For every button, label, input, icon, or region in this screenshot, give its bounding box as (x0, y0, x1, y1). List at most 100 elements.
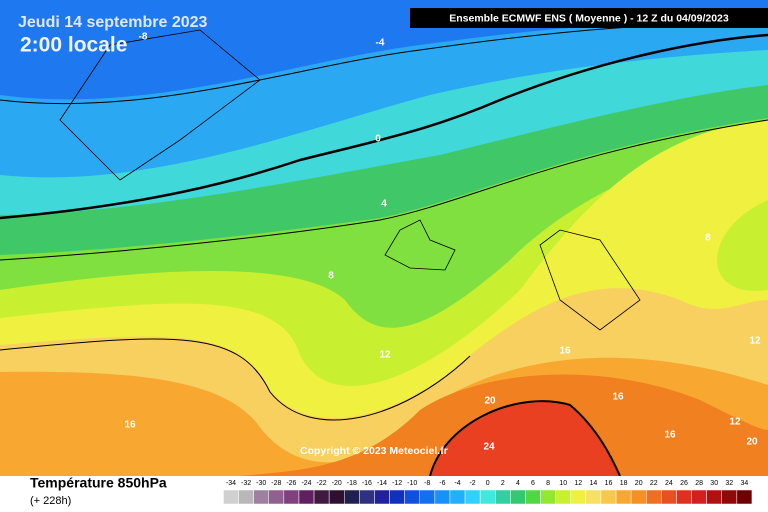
legend-label: -8 (424, 480, 430, 487)
legend-label: -4 (454, 480, 460, 487)
contour-label: -4 (376, 38, 385, 49)
contour-label: 12 (729, 417, 741, 428)
legend-swatch (313, 489, 330, 505)
legend-label: -32 (241, 480, 251, 487)
legend-label: -6 (439, 480, 445, 487)
legend-swatch (328, 489, 345, 505)
legend-label: 2 (501, 480, 505, 487)
contour-label: 4 (381, 199, 387, 210)
legend-swatch (510, 489, 526, 505)
legend-swatch (661, 489, 677, 505)
legend-swatch (525, 489, 541, 505)
color-legend: -34 -32 -30 -28 -26 -24 -22 -20 -18 -16 -14 -12 -10-… (223, 480, 753, 505)
legend-swatch (419, 489, 436, 505)
legend-label: -20 (332, 480, 342, 487)
contour-line (0, 33, 768, 220)
legend-label: -14 (377, 480, 387, 487)
date: Jeudi 14 septembre 2023 (18, 14, 208, 31)
legend-swatch (630, 489, 647, 505)
legend-swatch (389, 489, 405, 505)
legend-label: 18 (620, 480, 628, 487)
legend-swatch (495, 489, 511, 505)
legend-label: 8 (546, 480, 550, 487)
copyright: Copyright © 2023 Meteociel.fr (300, 445, 448, 457)
legend-swatch (706, 489, 723, 505)
legend-swatch (253, 489, 269, 505)
legend-swatch (555, 489, 572, 505)
legend-swatch (434, 489, 451, 505)
legend-label: -26 (286, 480, 296, 487)
contour-label: 12 (379, 350, 391, 361)
legend-swatch (691, 489, 707, 505)
legend-swatch (298, 489, 315, 505)
coastline (59, 29, 641, 331)
legend-swatch (676, 489, 692, 505)
legend-label: -2 (469, 480, 475, 487)
legend-label: 4 (516, 480, 520, 487)
legend-label: -12 (392, 480, 402, 487)
contour-label: 20 (746, 437, 758, 448)
legend-label: 26 (680, 480, 688, 487)
legend-swatch (615, 489, 632, 505)
lead-time: (+ 228h) (30, 495, 71, 507)
legend-label: -22 (317, 480, 327, 487)
legend-swatch (449, 489, 466, 505)
legend-swatch (646, 489, 662, 505)
contour-line (429, 400, 621, 477)
legend-swatch (736, 489, 753, 505)
contour-label: 16 (559, 346, 571, 357)
legend-label: -30 (256, 480, 266, 487)
legend-swatch (540, 489, 556, 505)
legend-label: 22 (650, 480, 658, 487)
legend-swatch (223, 489, 239, 505)
legend-swatch (404, 489, 420, 505)
contour-label: 24 (483, 442, 495, 453)
legend-label: 20 (635, 480, 643, 487)
legend-swatch (374, 489, 390, 505)
legend-label: -18 (347, 480, 357, 487)
contour-label: 0 (375, 134, 381, 145)
legend-swatch (238, 489, 254, 505)
contour-line (0, 119, 768, 261)
contour-label: 20 (484, 396, 496, 407)
legend-swatch (570, 489, 587, 505)
contour-label: 8 (705, 233, 711, 244)
legend-swatch (585, 489, 602, 505)
legend-label: -34 (226, 480, 236, 487)
legend-label: -28 (271, 480, 281, 487)
time: 2:00 locale (20, 34, 127, 57)
contour-label: -8 (139, 32, 148, 43)
contour-label: 16 (664, 430, 676, 441)
legend-swatch (600, 489, 617, 505)
contour-line (0, 338, 471, 421)
legend-label: 24 (665, 480, 673, 487)
legend-label: 28 (695, 480, 703, 487)
legend-label: 10 (559, 480, 567, 487)
legend-label: -10 (407, 480, 417, 487)
legend-swatch (464, 489, 481, 505)
legend-label: 32 (725, 480, 733, 487)
contour-label: 8 (328, 271, 334, 282)
legend-label: 14 (590, 480, 598, 487)
contour-labels: -8 -4 0 4 8 8 12 12 16 16 16 16 20 24 20 12 (124, 32, 761, 453)
legend-swatch (359, 489, 375, 505)
legend-swatch (344, 489, 360, 505)
legend-label: -16 (362, 480, 372, 487)
legend-swatch (268, 489, 285, 505)
legend-swatch (479, 489, 496, 505)
legend-label: 0 (486, 480, 490, 487)
model-info: Ensemble ECMWF ENS ( Moyenne ) - 12 Z du… (449, 12, 729, 24)
field-title: Température 850hPa (30, 475, 167, 491)
contour-label: 16 (612, 392, 624, 403)
legend-label: 12 (574, 480, 582, 487)
legend-label: 6 (531, 480, 535, 487)
legend-label: 34 (741, 480, 749, 487)
legend-swatch (283, 489, 300, 505)
legend-swatch (721, 489, 738, 505)
legend-label: -24 (301, 480, 311, 487)
map (0, 0, 768, 477)
contour-label: 16 (124, 420, 136, 431)
contour-label: 12 (749, 336, 761, 347)
model-banner (410, 8, 768, 28)
legend-label: 16 (605, 480, 613, 487)
